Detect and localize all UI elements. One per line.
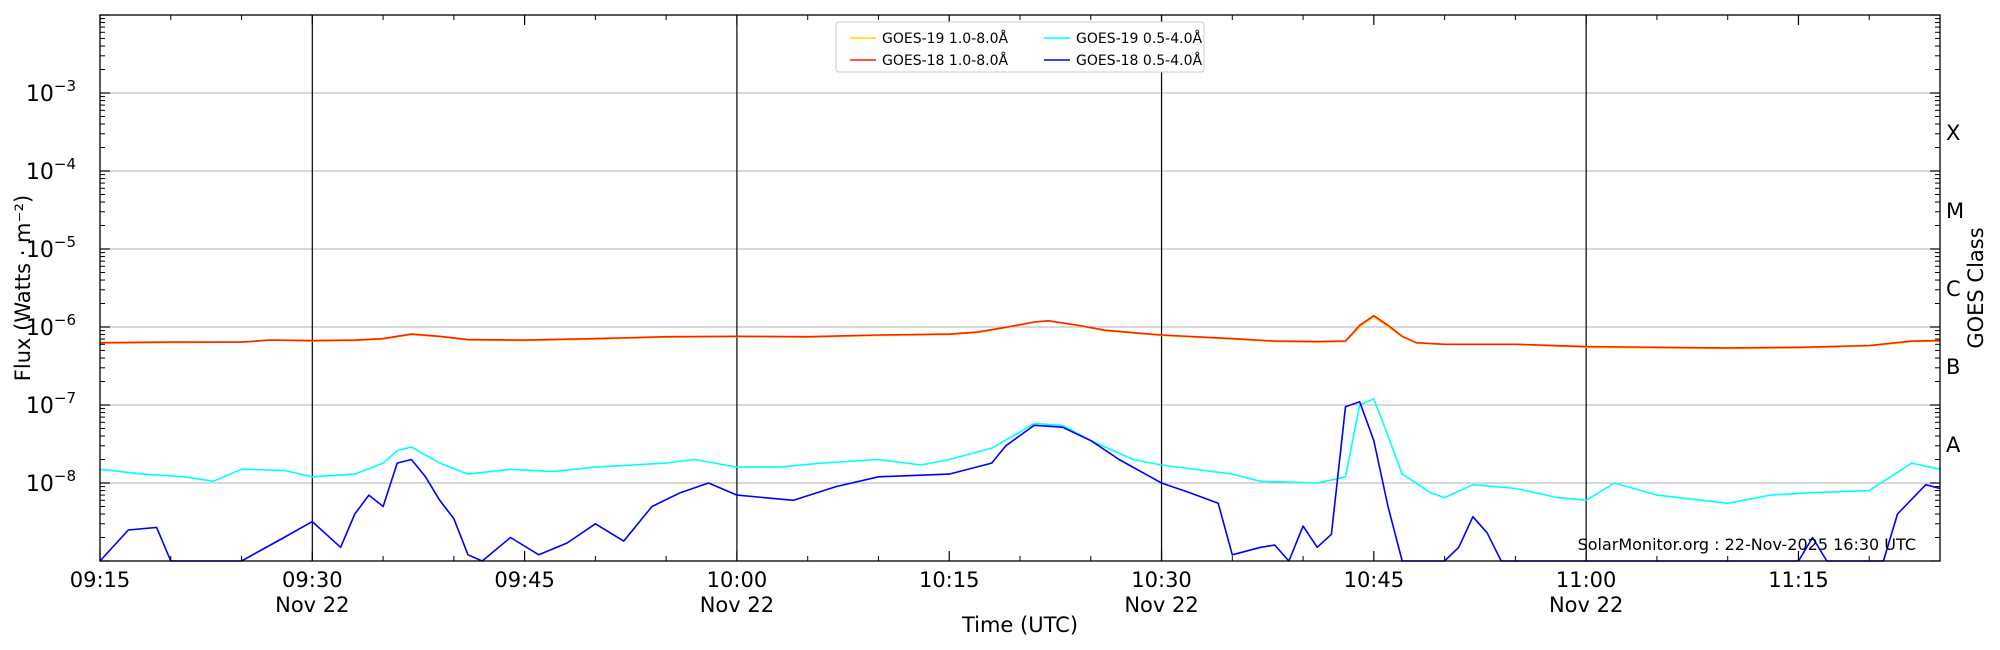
y-axis-label: Flux (Watts · m⁻²) (11, 195, 35, 381)
x-tick-label-2: 09:45 (494, 568, 555, 592)
legend: GOES-19 1.0-8.0Å GOES-18 1.0-8.0Å GOES-19 … (835, 21, 1205, 73)
x-tick-date-label-1: Nov 22 (275, 593, 349, 617)
x-tick-label-7: 11:00 (1556, 568, 1617, 592)
y-tick-label-2: 10−6 (26, 311, 76, 341)
y-tick-label-5: 10−3 (26, 77, 76, 107)
grid-lines (100, 92, 1940, 484)
y2-axis-label: GOES Class (1964, 227, 1988, 348)
goes-class-C: C (1946, 277, 1961, 301)
x-tick-label-8: 11:15 (1768, 568, 1829, 592)
y-tick-label-1: 10−7 (26, 389, 76, 419)
x-tick-label-3: 10:00 (707, 568, 768, 592)
x-tick-label-4: 10:15 (919, 568, 980, 592)
x-tick-label-1: 09:30 (282, 568, 343, 592)
goes-class-A: A (1946, 433, 1961, 457)
y-axis-ticks: 10−8 10−7 10−6 10−5 10−4 10−3 (26, 14, 1940, 562)
y-tick-label-4: 10−4 (26, 155, 76, 185)
day-marker-lines (311, 15, 1587, 561)
series-line-3 (99, 400, 1941, 562)
source-annotation: SolarMonitor.org : 22-Nov-2025 16:30 UTC (1578, 535, 1916, 554)
goes-class-M: M (1946, 199, 1964, 223)
legend-box (835, 21, 1205, 73)
goes-class-X: X (1946, 121, 1960, 145)
series-line-1 (99, 314, 1941, 349)
legend-label-0: GOES-19 1.0-8.0Å (882, 30, 1008, 47)
x-tick-label-6: 10:45 (1344, 568, 1405, 592)
y-tick-label-3: 10−5 (26, 233, 76, 263)
x-tick-date-label-3: Nov 22 (700, 593, 774, 617)
series-line-2 (99, 397, 1941, 505)
goes-class-labels: A B C M X (1946, 121, 1964, 457)
x-tick-date-label-5: Nov 22 (1124, 593, 1198, 617)
goes-class-B: B (1946, 355, 1960, 379)
legend-label-1: GOES-18 1.0-8.0Å (882, 52, 1008, 69)
x-tick-label-5: 10:30 (1131, 568, 1192, 592)
x-tick-label-0: 09:15 (70, 568, 131, 592)
legend-label-3: GOES-18 0.5-4.0Å (1076, 52, 1202, 69)
x-tick-date-label-7: Nov 22 (1549, 593, 1623, 617)
y-tick-label-0: 10−8 (26, 467, 76, 497)
series-lines (99, 314, 1941, 562)
x-axis-label: Time (UTC) (961, 613, 1078, 637)
legend-label-2: GOES-19 0.5-4.0Å (1076, 30, 1202, 47)
